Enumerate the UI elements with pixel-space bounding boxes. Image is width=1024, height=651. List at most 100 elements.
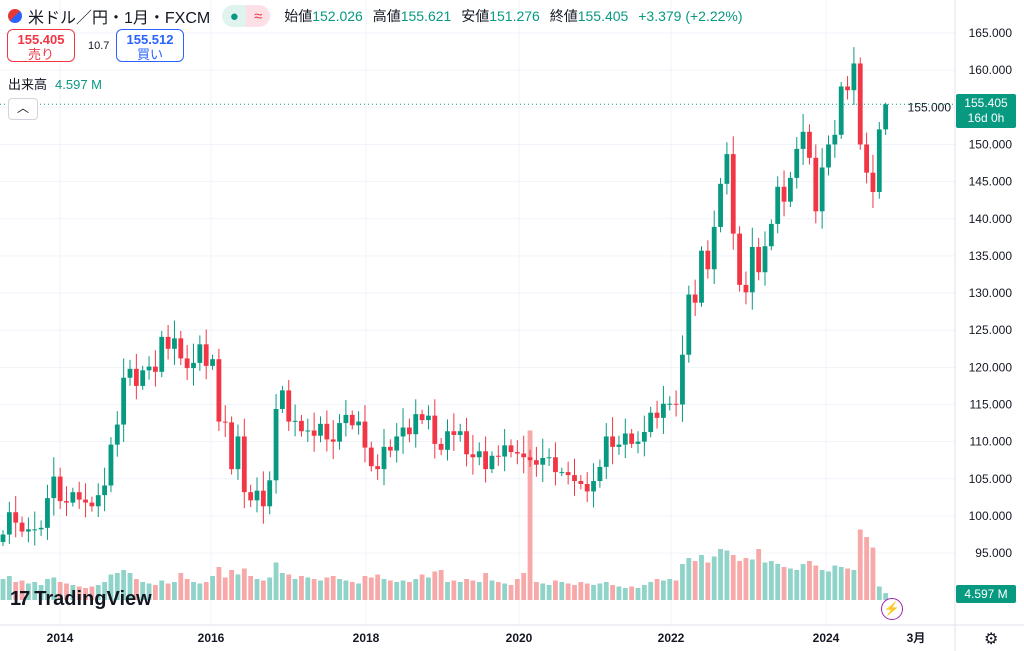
- candle-body: [705, 250, 711, 270]
- volume-bar: [210, 576, 215, 600]
- buy-label: 買い: [136, 47, 163, 62]
- settings-gear-icon[interactable]: ⚙: [984, 631, 999, 648]
- volume-bar: [102, 582, 107, 600]
- volume-bar: [133, 579, 139, 600]
- candle-body: [476, 451, 482, 458]
- volume-bar: [591, 585, 596, 600]
- candle-body: [108, 444, 114, 486]
- volume-bar: [584, 583, 590, 600]
- volume-bar: [375, 574, 381, 600]
- volume-bar: [165, 583, 171, 600]
- volume-bar: [603, 582, 609, 600]
- candle-body: [184, 358, 190, 369]
- volume-bar: [857, 529, 863, 600]
- candle-body: [95, 495, 101, 507]
- volume-bar: [146, 583, 152, 600]
- volume-bar: [121, 570, 127, 600]
- tradingview-logo[interactable]: 17 TradingView: [10, 588, 152, 611]
- y-tick-label: 110.000: [970, 435, 1013, 449]
- candle-body: [667, 403, 673, 405]
- lightning-icon[interactable]: ⚡: [881, 598, 903, 620]
- volume-bar: [286, 574, 292, 600]
- buy-button[interactable]: 155.512 買い: [116, 29, 184, 62]
- volume-bar: [788, 568, 793, 600]
- volume-bar: [159, 580, 165, 600]
- volume-bar: [127, 573, 133, 600]
- candle-body: [356, 421, 361, 426]
- candle-body: [603, 436, 609, 467]
- candle-body: [153, 366, 158, 372]
- buy-price: 155.512: [126, 32, 174, 47]
- candle-body: [400, 427, 406, 437]
- volume-bar: [38, 585, 44, 600]
- volume-legend[interactable]: 出来高 4.597 M: [8, 74, 102, 93]
- candle-body: [381, 446, 387, 470]
- volume-bar: [114, 573, 120, 600]
- x-tick-label: 2022: [658, 631, 685, 645]
- candle-body: [64, 501, 69, 503]
- candle-body: [210, 359, 215, 366]
- y-tick-label: 115.000: [970, 398, 1013, 412]
- volume-bar: [508, 585, 514, 600]
- candle-body: [229, 422, 234, 470]
- volume-bar: [502, 583, 508, 600]
- volume-bar: [76, 586, 82, 600]
- candle-body: [337, 423, 342, 442]
- bar-countdown: 16d 0h: [967, 111, 1005, 125]
- volume-bar: [489, 580, 495, 600]
- candle-body: [413, 414, 419, 435]
- candle-body: [172, 338, 177, 349]
- candle-body: [686, 294, 692, 355]
- volume-bar: [794, 570, 800, 600]
- candle-body: [553, 457, 558, 473]
- market-status[interactable]: ● ≈: [222, 5, 271, 27]
- wave-icon: ≈: [246, 5, 271, 27]
- candle-body: [133, 368, 139, 386]
- volume-bar: [521, 573, 527, 600]
- volume-bar: [838, 567, 844, 600]
- candle-body: [146, 366, 152, 371]
- open-value: 152.026: [312, 8, 363, 24]
- candle-body: [57, 476, 63, 502]
- volume-bar: [216, 567, 222, 600]
- current-price-tag: 155.405 16d 0h: [956, 94, 1016, 128]
- volume-bar: [45, 579, 50, 600]
- collapse-legend-button[interactable]: ︿: [8, 98, 38, 120]
- symbol-title[interactable]: 米ドル／円・1月・FXCM: [28, 10, 211, 27]
- volume-bar: [610, 585, 615, 600]
- candle-body: [343, 414, 349, 424]
- volume-bar: [108, 574, 114, 600]
- candle-body: [584, 484, 590, 492]
- candle-body: [299, 420, 304, 432]
- x-tick-label: 2020: [506, 631, 533, 645]
- candle-body: [870, 172, 876, 193]
- sell-button[interactable]: 155.405 売り: [7, 29, 75, 62]
- candle-body: [648, 412, 654, 432]
- market-open-dot-icon: ●: [222, 5, 247, 27]
- candle-body: [794, 148, 800, 178]
- volume-bar: [807, 561, 812, 600]
- high-value: 155.621: [400, 8, 452, 24]
- candle-body: [387, 446, 393, 451]
- volume-tag: 4.597 M: [956, 585, 1016, 603]
- volume-bar: [83, 588, 88, 600]
- candle-body: [724, 154, 730, 184]
- volume-bar: [203, 582, 209, 600]
- volume-bar: [553, 580, 558, 600]
- y-tick-label: 125.000: [969, 323, 1013, 337]
- candle-body: [203, 344, 209, 366]
- candle-body: [273, 408, 279, 481]
- candle-body: [565, 472, 571, 476]
- candle-body: [718, 183, 723, 227]
- candle-body: [832, 134, 838, 145]
- candle-body: [521, 453, 527, 458]
- volume-bar: [648, 582, 654, 600]
- candle-body: [654, 412, 660, 418]
- volume-bar: [711, 556, 717, 600]
- candle-body: [426, 415, 431, 421]
- candle-body: [629, 433, 635, 444]
- volume-bar: [851, 570, 857, 600]
- candle-body: [38, 527, 44, 530]
- candle-body: [375, 466, 381, 470]
